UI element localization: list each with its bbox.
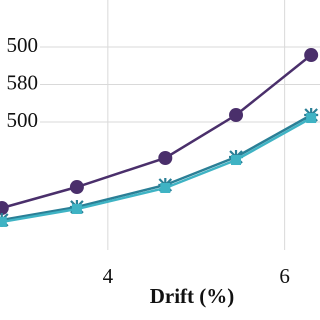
series-line (1, 54, 312, 210)
marker (306, 113, 317, 124)
x-axis-title: Drift (%) (150, 284, 235, 308)
marker (0, 201, 9, 216)
marker (71, 203, 82, 214)
x-tick-label: 6 (279, 264, 290, 288)
x-tick-label: 4 (103, 264, 114, 288)
marker (229, 108, 244, 123)
y-tick-label: 500 (7, 108, 39, 132)
marker (158, 150, 173, 165)
y-tick-label: 500 (7, 33, 39, 57)
y-tick-label: 580 (7, 70, 39, 94)
marker (160, 182, 171, 193)
marker (69, 180, 84, 195)
marker (231, 155, 242, 166)
marker (0, 216, 7, 227)
series-line (1, 116, 312, 224)
marker (304, 48, 319, 63)
series-line (1, 113, 312, 222)
